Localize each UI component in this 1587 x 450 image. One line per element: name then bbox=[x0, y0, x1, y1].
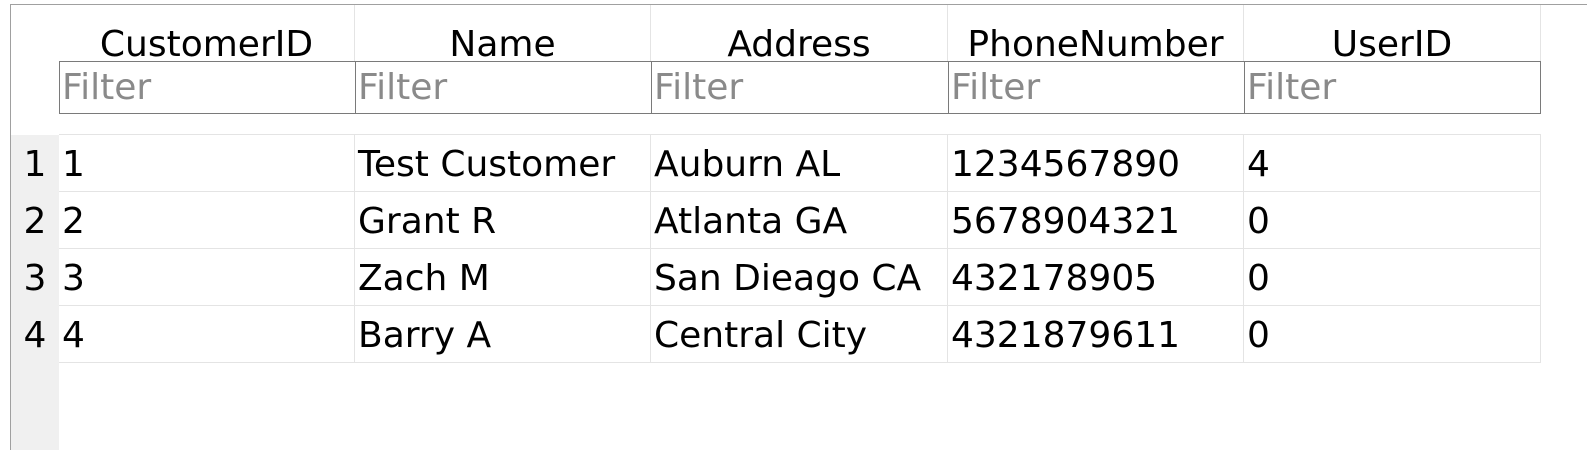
column-header-address[interactable]: Address bbox=[651, 5, 948, 61]
row-number[interactable]: 3 bbox=[11, 249, 59, 306]
filter-input-phonenumber[interactable] bbox=[948, 61, 1244, 114]
cell-address[interactable]: Atlanta GA bbox=[651, 192, 948, 249]
data-grid: CustomerID Name Address PhoneNumber User… bbox=[10, 4, 1587, 450]
cell-userid[interactable]: 0 bbox=[1244, 306, 1541, 363]
corner-blank bbox=[11, 5, 59, 135]
table-row[interactable]: 3 3 Zach M San Dieago CA 432178905 0 bbox=[11, 249, 1541, 306]
cell-phonenumber[interactable]: 432178905 bbox=[948, 249, 1244, 306]
cell-userid[interactable]: 4 bbox=[1244, 135, 1541, 192]
table-row[interactable]: 2 2 Grant R Atlanta GA 5678904321 0 bbox=[11, 192, 1541, 249]
cell-name[interactable]: Test Customer bbox=[355, 135, 651, 192]
row-number[interactable]: 2 bbox=[11, 192, 59, 249]
column-header-phonenumber[interactable]: PhoneNumber bbox=[948, 5, 1244, 61]
table-row[interactable]: 4 4 Barry A Central City 4321879611 0 bbox=[11, 306, 1541, 363]
cell-name[interactable]: Zach M bbox=[355, 249, 651, 306]
cell-customerid[interactable]: 2 bbox=[59, 192, 355, 249]
cell-userid[interactable]: 0 bbox=[1244, 249, 1541, 306]
filter-input-address[interactable] bbox=[651, 61, 948, 114]
row-number[interactable]: 4 bbox=[11, 306, 59, 363]
cell-phonenumber[interactable]: 4321879611 bbox=[948, 306, 1244, 363]
cell-name[interactable]: Grant R bbox=[355, 192, 651, 249]
cell-address[interactable]: San Dieago CA bbox=[651, 249, 948, 306]
column-header-name[interactable]: Name bbox=[355, 5, 651, 61]
column-header-userid[interactable]: UserID bbox=[1244, 5, 1541, 61]
rows-top-divider bbox=[59, 134, 1541, 135]
cell-phonenumber[interactable]: 1234567890 bbox=[948, 135, 1244, 192]
cell-address[interactable]: Auburn AL bbox=[651, 135, 948, 192]
row-number[interactable]: 1 bbox=[11, 135, 59, 192]
filter-input-name[interactable] bbox=[355, 61, 651, 114]
cell-customerid[interactable]: 3 bbox=[59, 249, 355, 306]
cell-address[interactable]: Central City bbox=[651, 306, 948, 363]
cell-name[interactable]: Barry A bbox=[355, 306, 651, 363]
filter-input-userid[interactable] bbox=[1244, 61, 1541, 114]
filter-input-customerid[interactable] bbox=[59, 61, 355, 114]
cell-userid[interactable]: 0 bbox=[1244, 192, 1541, 249]
table-row[interactable]: 1 1 Test Customer Auburn AL 1234567890 4 bbox=[11, 135, 1541, 192]
column-header-customerid[interactable]: CustomerID bbox=[59, 5, 355, 61]
cell-customerid[interactable]: 1 bbox=[59, 135, 355, 192]
cell-customerid[interactable]: 4 bbox=[59, 306, 355, 363]
cell-phonenumber[interactable]: 5678904321 bbox=[948, 192, 1244, 249]
